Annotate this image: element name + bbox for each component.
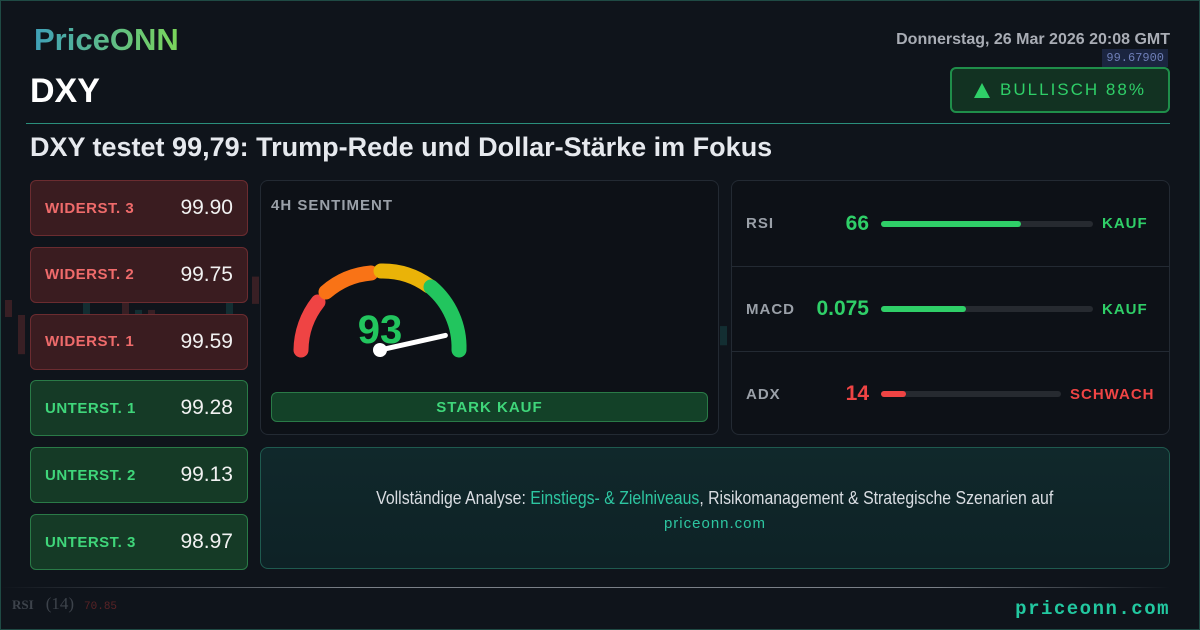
footer-url[interactable]: priceonn.com [1015,598,1170,620]
timestamp: Donnerstag, 26 Mar 2026 20:08 GMT [896,31,1170,48]
sentiment-badge: BULLISCH 88% [950,67,1170,113]
background-candle [720,326,727,346]
arrow-up-icon [974,82,991,98]
priceonn-logo: PriceONN [34,22,179,57]
indicator-value: 0.075 [816,297,869,320]
level-value: 98.97 [180,530,233,553]
indicators-panel: RSI 66 KAUF MACD 0.075 KAUF ADX 14 SCHWACH [731,180,1170,435]
indicator-value: 14 [845,382,869,405]
indicator-name: ADX [746,385,781,403]
indicator-value: 66 [845,211,869,235]
indicator-row-adx: ADX 14 SCHWACH [732,351,1169,436]
indicator-name: MACD [746,300,795,318]
cta-link[interactable]: priceonn.com [663,515,767,532]
current-price-tag: 99.67900 [1102,49,1168,67]
level-label: UNTERST. 3 [45,533,136,551]
indicator-signal: KAUF [1102,215,1148,232]
background-candle [5,300,12,317]
gauge-segment-green [423,279,467,358]
indicator-row-rsi: RSI 66 KAUF [732,181,1169,266]
indicator-bar [881,306,1093,312]
indicator-signal: SCHWACH [1070,385,1155,403]
gauge-segment-yellow [373,263,437,294]
indicator-bar [881,220,1093,227]
background-candle [226,297,233,326]
cta-highlight: Einstiegs- & Zielniveaus [530,488,700,508]
level-resistance: WIDERST. 2 99.75 [30,246,248,303]
level-value: 99.75 [180,262,233,286]
indicator-bar-fill [881,220,1021,227]
divider [26,123,1170,124]
full-analysis-banner[interactable]: Vollständige Analyse: Einstiegs- & Zieln… [260,447,1170,569]
level-label: WIDERST. 2 [45,266,135,284]
gauge-segment-red [293,294,326,358]
indicator-bar [881,391,1061,397]
gauge-segment-orange [318,265,379,300]
background-rsi-label: RSI (14) 70.85 [12,594,118,613]
level-label: UNTERST. 1 [45,399,136,417]
level-support: UNTERST. 3 98.97 [30,514,248,570]
level-value: 99.90 [180,196,233,219]
cta-text: Vollständige Analyse: Einstiegs- & Zieln… [376,488,1054,508]
badge-label: BULLISCH 88% [1000,80,1146,99]
symbol-title: DXY [30,72,100,110]
gauge-pivot [373,343,387,357]
indicator-row-macd: MACD 0.075 KAUF [732,266,1169,351]
background-candle [252,276,259,304]
sentiment-panel: 4H SENTIMENT 93 STARK KAUF [260,180,719,435]
level-resistance: WIDERST. 3 99.90 [30,180,248,236]
level-label: WIDERST. 1 [45,333,135,351]
level-value: 99.28 [180,396,233,420]
sentiment-signal: STARK KAUF [271,392,708,422]
level-value: 99.59 [180,329,233,353]
sentiment-gauge: 93 [293,263,467,358]
level-resistance: WIDERST. 1 99.59 [30,313,248,370]
level-support: UNTERST. 2 99.13 [30,447,248,504]
level-value: 99.13 [180,463,233,487]
indicator-bar-fill [881,391,907,397]
indicator-name: RSI [746,215,775,232]
footer-divider [0,587,1170,588]
level-label: WIDERST. 3 [45,199,135,217]
indicator-signal: KAUF [1102,300,1148,318]
indicator-bar-fill [881,306,966,312]
background-candle [122,300,129,322]
headline: DXY testet 99,79: Trump-Rede und Dollar-… [30,132,773,162]
gauge-needle [377,332,448,353]
background-candle [18,315,25,355]
level-label: UNTERST. 2 [45,466,136,484]
level-support: UNTERST. 1 99.28 [30,380,248,437]
sentiment-title: 4H SENTIMENT [271,197,394,214]
